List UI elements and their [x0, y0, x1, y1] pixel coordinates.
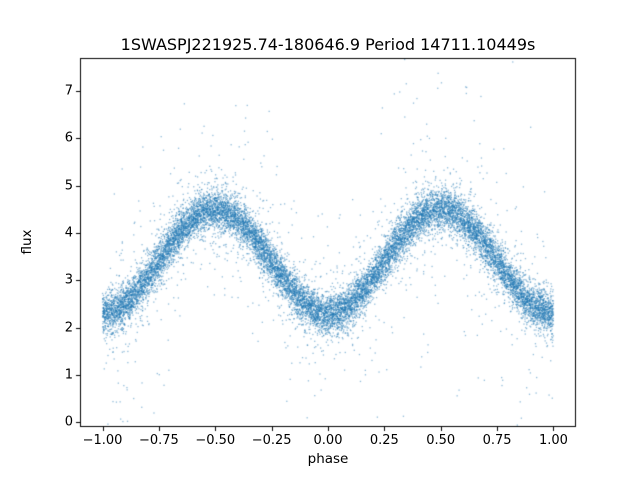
y-tick-label: 3 — [64, 272, 73, 288]
x-tick-label: −0.50 — [195, 433, 236, 448]
y-tick-label: 5 — [64, 178, 73, 194]
y-tick-label: 0 — [64, 414, 73, 430]
x-tick-label: 0.75 — [482, 433, 512, 448]
x-axis-label: phase — [307, 451, 349, 467]
y-tick-label: 4 — [64, 225, 73, 241]
x-tick-label: 0.50 — [426, 433, 456, 448]
x-tick-label: −0.75 — [138, 433, 179, 448]
x-tick-label: 0.00 — [313, 433, 343, 448]
x-tick-label: −1.00 — [82, 433, 123, 448]
x-tick-label: 0.25 — [369, 433, 399, 448]
y-tick-label: 1 — [64, 367, 73, 383]
x-tick-label: 1.00 — [538, 433, 568, 448]
y-tick-label: 6 — [64, 130, 73, 146]
y-tick-label: 2 — [64, 320, 73, 336]
y-axis-label: flux — [19, 229, 35, 255]
chart-title: 1SWASPJ221925.74-180646.9 Period 14711.1… — [120, 35, 536, 54]
y-tick-label: 7 — [64, 83, 73, 99]
x-tick-label: −0.25 — [251, 433, 292, 448]
